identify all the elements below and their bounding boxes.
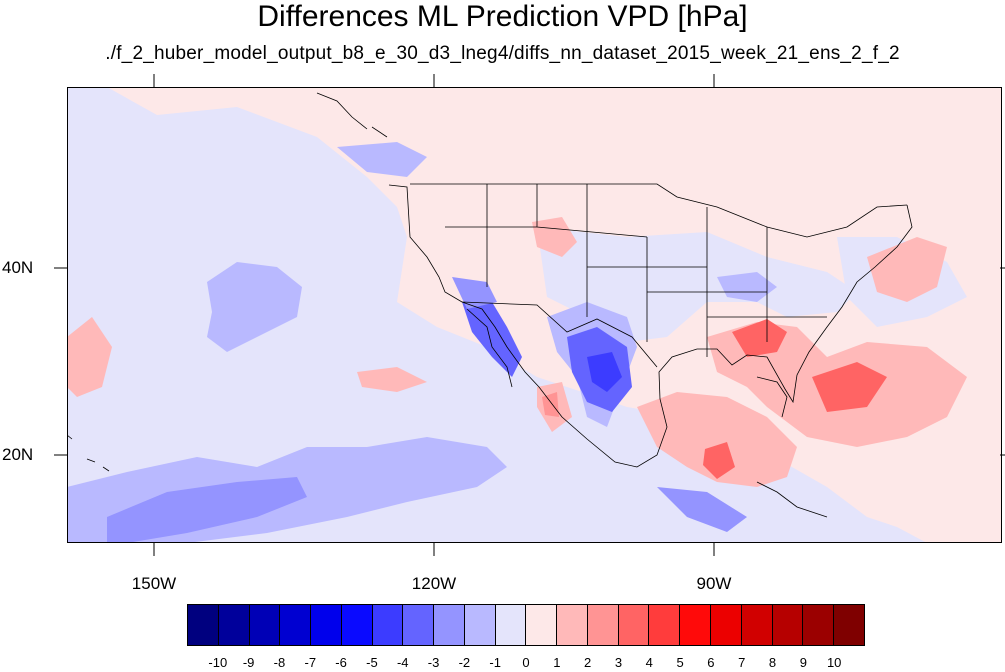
- blue-central-america: [657, 487, 747, 532]
- difference-field-map: [67, 87, 967, 543]
- colorbar-tick-label: -5: [366, 655, 378, 670]
- blue-southwest: [452, 277, 497, 309]
- colorbar-swatch: [526, 605, 558, 645]
- colorbar-tick-label: 9: [799, 655, 807, 670]
- colorbar-tick-label: -4: [396, 655, 409, 670]
- colorbar-swatch: [741, 605, 773, 645]
- red-atlantic-south: [812, 362, 887, 412]
- colorbar-tick-label: 7: [738, 655, 746, 670]
- colorbar-swatch: [218, 605, 250, 645]
- colorbar-tick-label: 3: [614, 655, 623, 670]
- colorbar-swatch: [311, 605, 342, 645]
- pink-gulf-region: [637, 392, 797, 487]
- colorbar-swatch: [403, 605, 435, 645]
- colorbar-tick-label: 10: [826, 655, 842, 670]
- plot-subtitle: ./f_2_huber_model_output_b8_e_30_d3_lneg…: [105, 43, 900, 64]
- colorbar-tick-label: -10: [208, 655, 228, 670]
- colorbar-tick-label: 8: [768, 655, 777, 670]
- coastline-and-borders: [67, 92, 913, 518]
- lon-label-150w: 150W: [131, 574, 177, 593]
- blue-baja: [462, 302, 522, 377]
- colorbar-swatch: [649, 605, 681, 645]
- colorbar-swatch: [188, 605, 219, 645]
- colorbar-tick-label: 5: [676, 655, 684, 670]
- blue-mexico-deep: [587, 352, 622, 392]
- colorbar-swatch: [618, 605, 650, 645]
- colorbar-tick-label: -2: [458, 655, 471, 670]
- colorbar-swatch: [372, 605, 404, 645]
- colorbar-tick-label: 0: [522, 655, 530, 670]
- colorbar-swatch: [587, 605, 619, 645]
- lon-label-120w: 120W: [411, 574, 457, 593]
- colorbar-swatch: [249, 605, 281, 645]
- colorbar-tick-label: 1: [553, 655, 561, 670]
- red-georgia: [732, 319, 787, 357]
- colorbar-swatch: [434, 605, 465, 645]
- lat-label-40n: 40N: [2, 258, 34, 277]
- colorbar-tick-label: -9: [242, 655, 255, 670]
- colorbar-swatch: [680, 605, 712, 645]
- colorbar-tick-label: 6: [707, 655, 715, 670]
- pink-pacific-west: [67, 317, 112, 397]
- lat-label-20n: 20N: [2, 445, 34, 464]
- colorbar-tick-label: -7: [304, 655, 317, 670]
- colorbar-tick-label: -8: [273, 655, 286, 670]
- pink-wyoming: [532, 217, 577, 257]
- colorbar-tick-label: 4: [645, 655, 653, 670]
- colorbar-swatch: [711, 605, 742, 645]
- red-gulf-south: [703, 442, 735, 479]
- blue-great-lakes: [717, 272, 777, 302]
- plot-title: Differences ML Prediction VPD [hPa]: [257, 0, 748, 33]
- colorbar-tick-label: 2: [584, 655, 592, 670]
- blue-pacific-northeast: [337, 142, 427, 177]
- colorbar-swatch: [341, 605, 373, 645]
- pink-northeast-coast: [867, 237, 947, 302]
- colorbar: [187, 604, 865, 646]
- colorbar-labels: -10 -9 -8 -7 -6 -5 -4 -3 -2 -1 0 1 2 3 4 5 6 7 8 9 10: [187, 656, 865, 672]
- colorbar-tick-label: -3: [427, 655, 440, 670]
- colorbar-tick-label: -1: [489, 655, 501, 670]
- colorbar-swatch: [280, 605, 312, 645]
- colorbar-swatch: [557, 605, 588, 645]
- blue-pacific-south-deep: [107, 477, 307, 543]
- colorbar-swatch: [772, 605, 804, 645]
- blue-pacific-central: [207, 262, 302, 352]
- colorbar-swatch: [834, 605, 864, 645]
- colorbar-swatch: [495, 605, 527, 645]
- colorbar-swatch: [803, 605, 835, 645]
- map-panel: [67, 87, 1002, 543]
- colorbar-swatch: [464, 605, 496, 645]
- colorbar-tick-label: -6: [335, 655, 347, 670]
- lon-label-90w: 90W: [696, 574, 732, 593]
- red-sierra-madre: [542, 392, 559, 417]
- pink-pacific-mid: [357, 367, 427, 392]
